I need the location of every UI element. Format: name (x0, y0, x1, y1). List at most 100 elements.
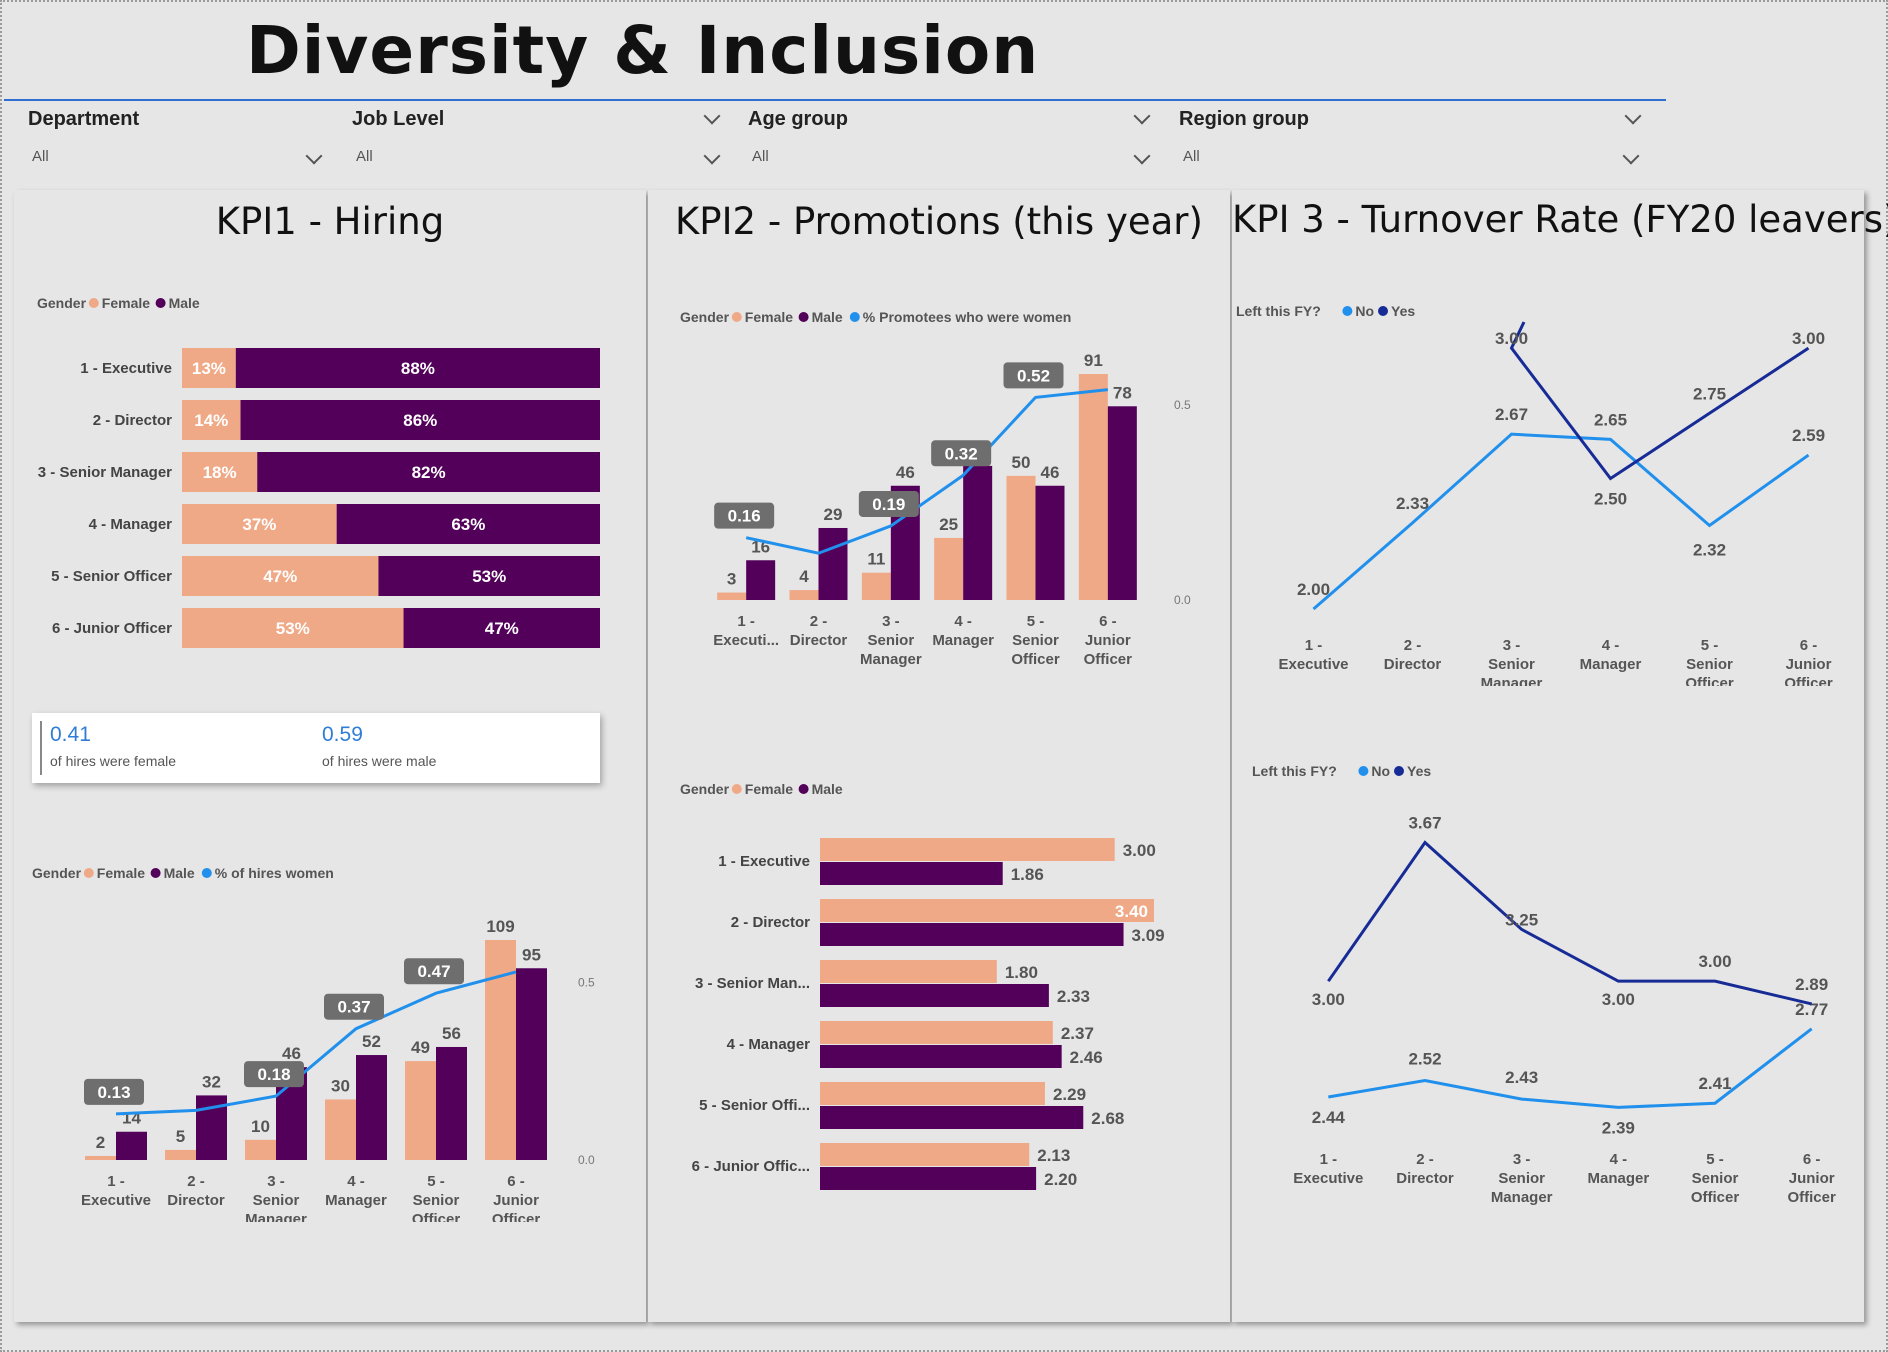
slicer-region-group[interactable]: Region group All (1179, 107, 1642, 172)
x-axis-tick-label: 2 - (1404, 637, 1422, 654)
x-axis-tick-label: Senior (1498, 1170, 1545, 1187)
kpi3-title: KPI 3 - Turnover Rate (FY20 leavers) (1232, 198, 1888, 241)
y-axis-tick-label: 1 - Executive (718, 853, 810, 870)
legend-marker (798, 312, 809, 322)
x-axis-tick-label: Officer (1685, 675, 1734, 686)
line-data-label: 0.18 (257, 1065, 290, 1084)
bar-data-label: 1.86 (1011, 865, 1044, 884)
column-data-label: 50 (1012, 453, 1031, 472)
legend-label: % Promotees who were women (863, 309, 1072, 325)
female-bar (182, 556, 379, 596)
column-data-label: 5 (176, 1127, 185, 1146)
female-column (405, 1061, 436, 1160)
chevron-down-icon[interactable] (1133, 147, 1151, 165)
age-group-dropdown[interactable]: All (748, 144, 1152, 172)
department-dropdown[interactable]: All (28, 144, 324, 172)
x-axis-tick-label: Senior (1488, 656, 1535, 673)
x-axis-tick-label: Executi... (713, 632, 779, 649)
legend-marker (150, 868, 161, 878)
hires-gender-card: 0.41 of hires were female 0.59 of hires … (32, 713, 600, 783)
chevron-down-icon[interactable] (305, 147, 323, 165)
male-column (746, 560, 776, 600)
x-axis-tick-label: 1 - (1305, 637, 1323, 654)
x-axis-tick-label: Senior (1686, 656, 1733, 673)
legend-label: Female (102, 295, 150, 311)
x-axis-tick-label: Senior (1692, 1170, 1739, 1187)
chevron-down-icon[interactable] (703, 147, 721, 165)
turnover-chart-1: Left this FY? No Yes 1 - Executive 2 - Directo… (1236, 303, 1833, 686)
line-data-label: 2.50 (1594, 490, 1627, 509)
line-data-label: 3.00 (1312, 990, 1345, 1009)
female-bar (182, 348, 236, 388)
legend-marker (88, 298, 99, 308)
female-bar (182, 608, 404, 648)
x-axis-tick-label: Senior (413, 1192, 460, 1209)
x-axis-tick-label: 6 - (1800, 637, 1818, 654)
bar-data-label: 53% (472, 567, 506, 586)
bar-data-label: 1.80 (1005, 963, 1038, 982)
bar-data-label: 82% (412, 463, 446, 482)
bar-data-label: 63% (451, 515, 485, 534)
legend-title: Gender (32, 865, 82, 881)
x-axis-tick-label: 6 - (507, 1173, 525, 1190)
kpi2-panel: KPI2 - Promotions (this year) (648, 190, 1230, 1322)
line-data-label: 2.00 (1297, 580, 1330, 599)
promo-rate-chart: Gender Female Male 1 - Executive 3.00 1.86 2 -… (680, 781, 1165, 1190)
x-axis-tick-label: Senior (867, 632, 914, 649)
male-bar (240, 400, 600, 440)
column-data-label: 11 (867, 550, 885, 569)
female-bar (182, 400, 241, 440)
legend-label: Yes (1391, 303, 1415, 319)
x-axis-tick-label: Officer (1084, 651, 1133, 668)
slicer-job-level[interactable]: Job Level All (352, 107, 724, 172)
x-axis-tick-label: Manager (1491, 1189, 1553, 1206)
male-bar (820, 1167, 1037, 1190)
bar-data-label: 2.46 (1070, 1048, 1103, 1067)
slicer-department[interactable]: Department All (28, 108, 324, 172)
male-bar (403, 608, 600, 648)
column-data-label: 49 (411, 1038, 430, 1057)
male-column (963, 465, 993, 600)
left-yes-line (1327, 840, 1813, 1006)
line-data-label-badge (931, 440, 992, 467)
slicer-age-group[interactable]: Age group All (748, 107, 1152, 172)
x-axis-tick-label: Junior (1085, 632, 1131, 649)
line-data-label: 2.75 (1693, 384, 1726, 403)
x-axis-tick-label: 5 - (1027, 613, 1045, 630)
legend-marker (83, 868, 94, 878)
x-axis-tick-label: Officer (412, 1211, 461, 1222)
legend-marker (849, 312, 860, 322)
female-column (245, 1139, 276, 1160)
line-data-label: 0.13 (97, 1083, 130, 1102)
slicer-title: Department (28, 108, 140, 130)
female-column (789, 590, 819, 600)
x-axis-tick-label: Director (167, 1192, 225, 1209)
x-axis-tick-label: Senior (253, 1192, 300, 1209)
column-data-label: 25 (939, 515, 958, 534)
x-axis-tick-label: Junior (493, 1192, 539, 1209)
chevron-down-icon[interactable] (1622, 147, 1640, 165)
line-data-label: 2.32 (1693, 540, 1726, 559)
x-axis-tick-label: 3 - (882, 613, 900, 630)
column-data-label: 56 (442, 1024, 461, 1043)
legend-label: Female (745, 781, 793, 797)
legend-marker (798, 784, 809, 794)
line-data-label: 0.32 (945, 444, 978, 463)
line-data-label: 2.39 (1602, 1118, 1635, 1137)
legend-label: Female (97, 865, 145, 881)
legend-label: Female (745, 309, 793, 325)
job-level-dropdown[interactable]: All (352, 144, 724, 172)
female-bar (820, 1082, 1045, 1105)
region-group-dropdown[interactable]: All (1179, 144, 1641, 172)
dropdown-value: All (356, 148, 373, 165)
left-yes-line (1509, 321, 1810, 481)
line-data-label: 2.41 (1698, 1074, 1731, 1093)
female-bar (820, 838, 1115, 861)
male-bar (336, 504, 600, 544)
x-axis-tick-label: Executive (81, 1192, 151, 1209)
x-axis-tick-label: Manager (1587, 1170, 1649, 1187)
female-column (325, 1099, 356, 1160)
female-hires-label: of hires were female (50, 753, 177, 769)
line-data-label: 0.16 (728, 507, 761, 526)
